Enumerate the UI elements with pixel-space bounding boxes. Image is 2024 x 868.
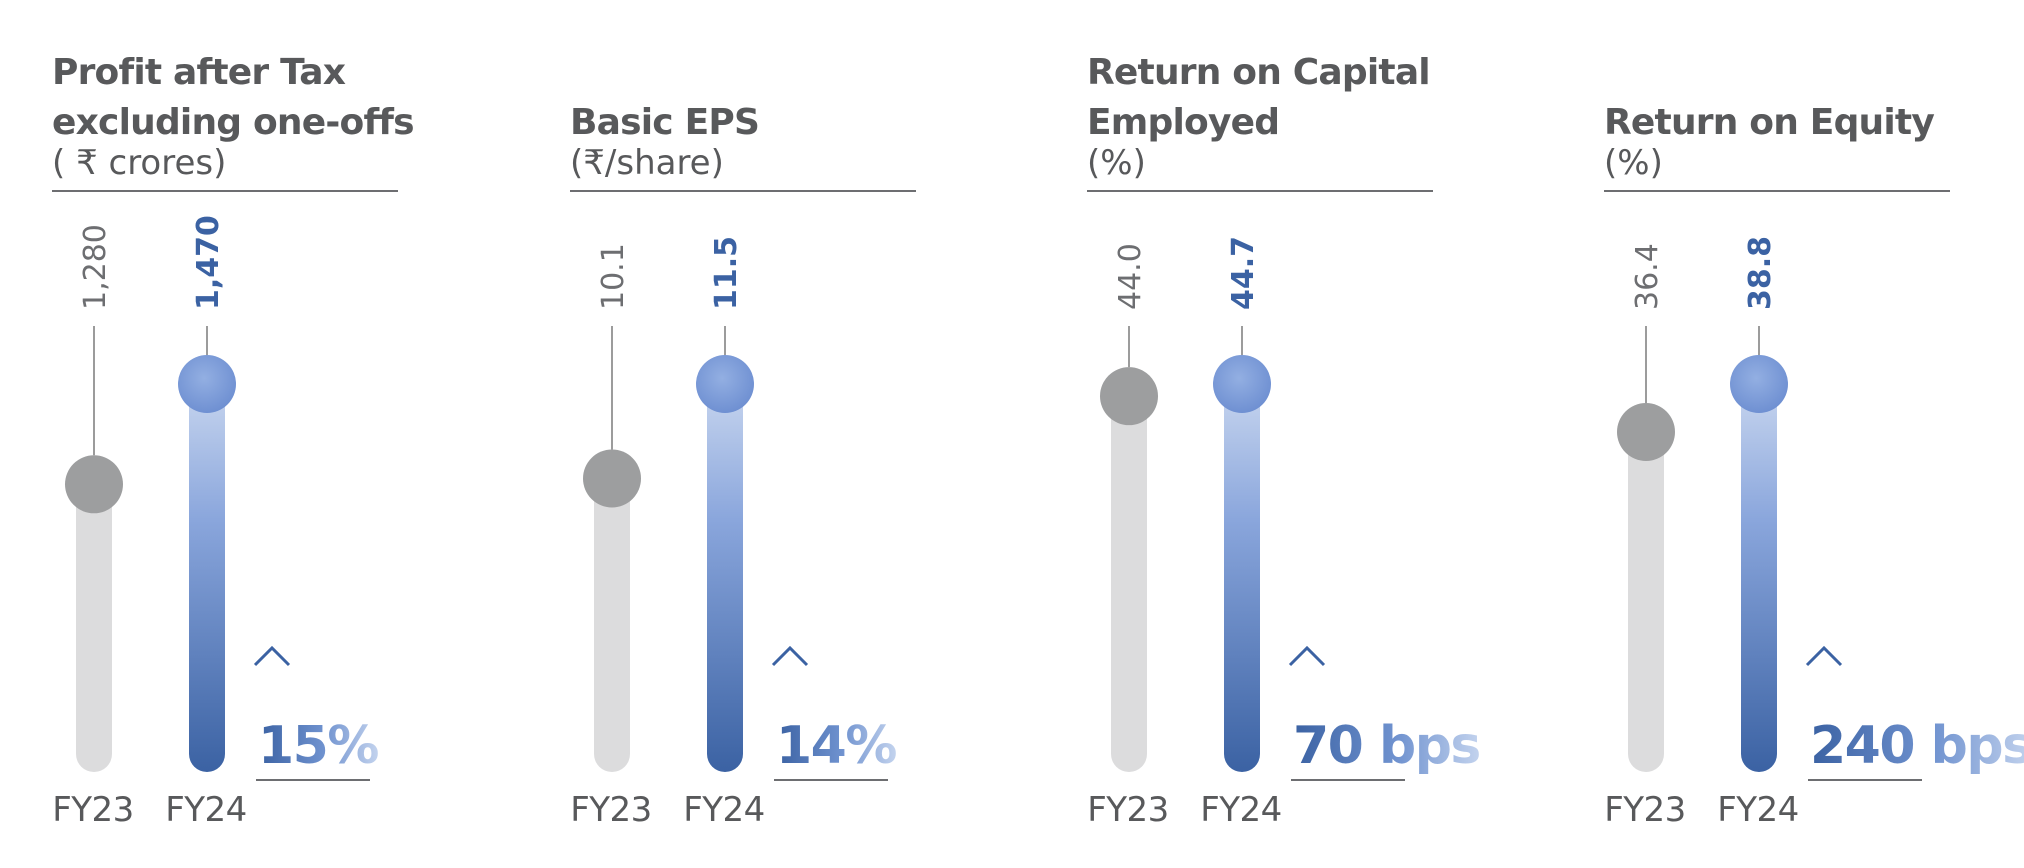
chart-panel-roe: Return on Equity (%) 36.4 38.8 FY23 FY24 … (1552, 0, 2024, 868)
chart-panel-roce: Return on Capital Employed (%) 44.0 44.7 … (1035, 0, 1481, 868)
chart-title: Profit after Tax excluding one-offs (52, 48, 415, 148)
bar-fy24 (707, 384, 743, 772)
bar-fy24 (189, 384, 225, 772)
chart-unit: ( ₹ crores) (52, 143, 227, 183)
value-label-fy24: 1,470 (191, 215, 226, 310)
bar-chart-svg: 10.1 11.5 (583, 236, 809, 772)
title-underline (1087, 190, 1433, 192)
value-label-fy23: 10.1 (596, 243, 631, 310)
category-label-fy24: FY24 (165, 790, 247, 830)
category-label-fy23: FY23 (52, 790, 134, 830)
chart-title-line-1: Return on Capital (1087, 52, 1431, 93)
up-arrow-icon (1805, 645, 1843, 667)
bar-head-fy24 (696, 355, 754, 413)
bar-fy23 (1628, 432, 1664, 772)
change-underline (1291, 779, 1405, 781)
category-label-fy23: FY23 (570, 790, 652, 830)
bar-chart-svg: 36.4 38.8 (1617, 236, 1843, 772)
chart-header: Return on Capital Employed (%) (1087, 36, 1433, 190)
chart-title-line-2: Employed (1087, 102, 1280, 143)
title-underline (1604, 190, 1950, 192)
change-value: 14% (776, 716, 897, 776)
chart-title-line-1: Profit after Tax (52, 52, 346, 93)
bar-fy24 (1741, 384, 1777, 772)
change-value: 240 bps (1810, 714, 2024, 778)
up-arrow-icon (1288, 645, 1326, 667)
change-underline (774, 779, 888, 781)
bar-fy23 (76, 484, 112, 772)
up-arrow-icon (771, 645, 809, 667)
value-label-fy23: 1,280 (78, 224, 113, 310)
chart-unit: (%) (1087, 143, 1146, 183)
bar-head-fy24 (178, 355, 236, 413)
category-label-fy24: FY24 (1200, 790, 1282, 830)
title-underline (570, 190, 916, 192)
up-arrow-icon (253, 645, 291, 667)
chart-title-line-2: excluding one-offs (52, 102, 415, 143)
value-label-fy24: 11.5 (709, 236, 744, 310)
bar-chart-svg: 44.0 44.7 (1100, 236, 1326, 772)
chart-title: Return on Equity (1604, 102, 1935, 143)
chart-title: Return on Capital Employed (1087, 48, 1431, 148)
chart-panel-pat: Profit after Tax excluding one-offs ( ₹ … (0, 0, 415, 868)
bar-head-fy23 (1617, 403, 1675, 461)
bar-head-fy23 (65, 455, 123, 514)
chart-title: Basic EPS (570, 102, 760, 143)
bar-fy24 (1224, 384, 1260, 772)
chart-header: Basic EPS (₹/share) (570, 36, 916, 190)
bar-head-fy23 (583, 449, 641, 508)
value-label-fy24: 38.8 (1743, 236, 1778, 310)
change-underline (256, 779, 370, 781)
chart-unit: (₹/share) (570, 143, 724, 183)
value-label-fy23: 36.4 (1630, 243, 1665, 310)
value-label-fy24: 44.7 (1226, 236, 1261, 310)
bar-fy23 (594, 478, 630, 772)
bar-head-fy24 (1213, 355, 1271, 413)
category-label-fy23: FY23 (1087, 790, 1169, 830)
chart-panel-eps: Basic EPS (₹/share) 10.1 11.5 FY23 FY24 1… (518, 0, 918, 868)
bar-fy23 (1111, 396, 1147, 772)
chart-unit: (%) (1604, 143, 1663, 183)
chart-header: Return on Equity (%) (1604, 36, 1950, 190)
bar-head-fy24 (1730, 355, 1788, 413)
title-underline (52, 190, 398, 192)
category-label-fy24: FY24 (683, 790, 765, 830)
chart-header: Profit after Tax excluding one-offs ( ₹ … (52, 36, 415, 190)
value-label-fy23: 44.0 (1113, 243, 1148, 310)
category-label-fy24: FY24 (1717, 790, 1799, 830)
category-label-fy23: FY23 (1604, 790, 1686, 830)
change-value: 15% (258, 716, 379, 776)
change-underline (1808, 779, 1922, 781)
change-value: 70 bps (1293, 716, 1481, 776)
bar-chart-svg: 1,280 1,470 (65, 215, 291, 772)
bar-head-fy23 (1100, 367, 1158, 426)
